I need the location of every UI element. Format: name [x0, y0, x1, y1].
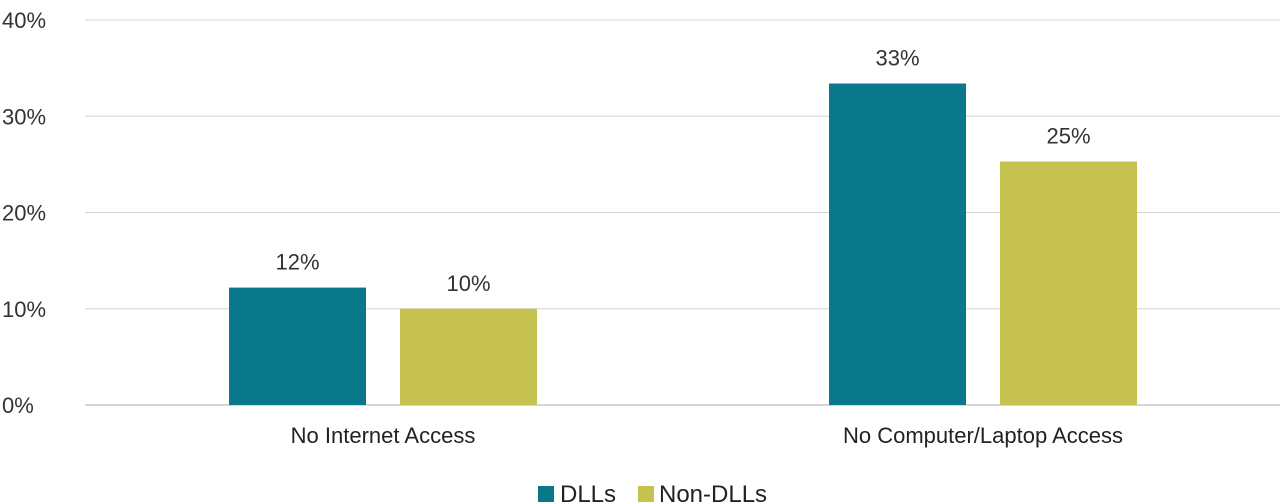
bar-non-dlls — [400, 308, 537, 405]
bar-dlls — [829, 83, 966, 406]
data-label: 12% — [275, 250, 319, 275]
bars — [229, 83, 1137, 406]
legend-swatch — [638, 486, 654, 502]
y-tick-label: 10% — [2, 297, 46, 322]
y-tick-label: 40% — [2, 8, 46, 33]
data-label: 25% — [1046, 123, 1090, 148]
data-labels: 12% 10% 33% 25% — [275, 46, 1090, 296]
y-tick-label: 20% — [2, 201, 46, 226]
bar-non-dlls — [1000, 161, 1137, 405]
y-tick-label: 30% — [2, 104, 46, 129]
legend-swatch — [538, 486, 554, 502]
legend: DLLs Non-DLLs — [538, 481, 767, 504]
legend-label: DLLs — [560, 481, 616, 504]
data-label: 10% — [446, 271, 490, 296]
legend-label: Non-DLLs — [659, 481, 767, 504]
data-label: 33% — [875, 46, 919, 71]
y-axis-tick-labels: 0% 10% 20% 30% 40% — [2, 8, 46, 418]
y-tick-label: 0% — [2, 393, 34, 418]
category-label: No Internet Access — [291, 423, 476, 448]
category-label: No Computer/Laptop Access — [843, 423, 1123, 448]
x-axis-category-labels: No Internet Access No Computer/Laptop Acc… — [291, 423, 1123, 448]
bar-dlls — [229, 287, 366, 405]
